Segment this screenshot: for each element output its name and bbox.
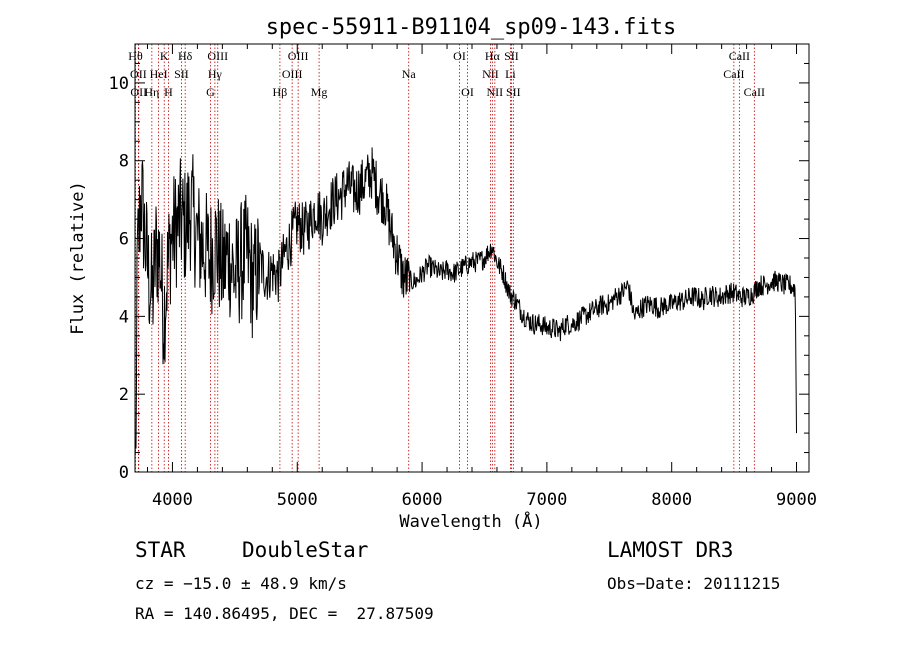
spectral-line-label: Hγ [208, 67, 223, 81]
spectral-line-label: Hβ [273, 85, 288, 99]
y-tick-label: 4 [119, 307, 129, 327]
spectral-line-label: OIII [282, 67, 303, 81]
spectral-line-label: OIII [207, 49, 228, 63]
y-axis-label: Flux (relative) [68, 181, 88, 335]
chart-title: spec-55911-B91104_sp09-143.fits [266, 15, 677, 40]
spectral-line-label: SII [506, 85, 521, 99]
survey-name: LAMOST DR3 [607, 538, 734, 562]
spectral-line-label: SII [504, 49, 519, 63]
spectral-line-label: Hη [144, 85, 159, 99]
spectral-line-label: H [164, 85, 173, 99]
y-tick-label: 6 [119, 230, 129, 250]
spectral-line-label: Hα [485, 49, 501, 63]
spectral-line-label: CaII [744, 85, 765, 99]
spectral-line-label: CaII [723, 67, 744, 81]
spectral-line-label: OI [453, 49, 466, 63]
coordinates-text: RA = 140.86495, DEC = 27.87509 [135, 604, 434, 623]
spectral-line-label: OIII [288, 49, 309, 63]
y-axis: 0 2 4 6 8 10 [109, 62, 809, 483]
x-axis: 4000 5000 6000 7000 8000 9000 [146, 44, 817, 510]
object-subclass: DoubleStar [242, 538, 369, 562]
spectral-line-label: HeI [150, 67, 168, 81]
spectral-line-label: OII [130, 67, 147, 81]
obs-date-text: Obs−Date: 20111215 [607, 574, 781, 593]
flux-series-line [134, 147, 797, 458]
y-tick-label: 8 [119, 152, 129, 172]
x-tick-label: 5000 [277, 490, 318, 510]
x-tick-label: 7000 [526, 490, 567, 510]
x-tick-label: 8000 [651, 490, 692, 510]
spectral-line-label: G [206, 85, 215, 99]
spectrum-chart: spec-55911-B91104_sp09-143.fits Hθ K Hδ OII… [68, 15, 817, 530]
spectral-line-label: Na [402, 67, 417, 81]
y-tick-label: 2 [119, 385, 129, 405]
spectral-line-label: CaII [729, 49, 750, 63]
spectral-line-label: OI [461, 85, 474, 99]
x-axis-label: Wavelength (Å) [399, 510, 542, 530]
redshift-text: cz = −15.0 ± 48.9 km/s [135, 574, 347, 593]
y-tick-label: 0 [119, 463, 129, 483]
spectral-line-label: SII [174, 67, 189, 81]
spectral-line-label: NII [487, 85, 504, 99]
x-tick-label: 9000 [776, 490, 817, 510]
spectral-line-label: Li [505, 67, 516, 81]
x-tick-label: 4000 [152, 490, 193, 510]
spectral-line-label: K [160, 49, 169, 63]
object-class: STAR [135, 538, 186, 562]
spectral-line-label: Hδ [178, 49, 193, 63]
y-tick-label: 10 [109, 74, 129, 94]
spectral-line-label: NII [482, 67, 499, 81]
x-tick-label: 6000 [402, 490, 443, 510]
spectral-line-label: Mg [311, 85, 328, 99]
spectral-line-label: Hθ [128, 49, 143, 63]
